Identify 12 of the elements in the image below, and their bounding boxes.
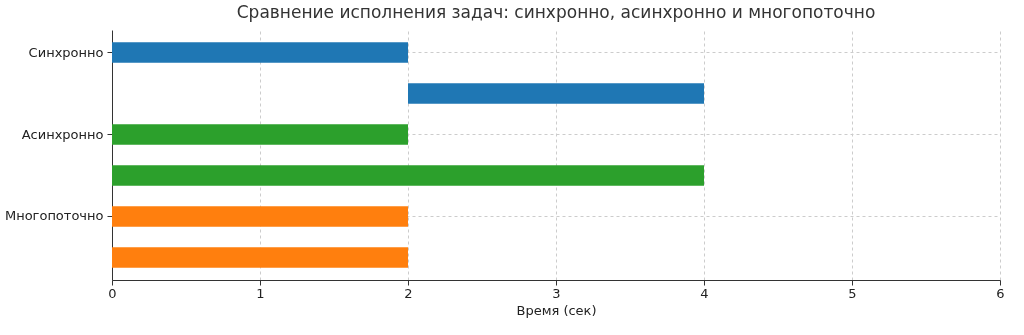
x-tick-label: 1 [256, 285, 265, 301]
x-tick-label: 2 [404, 285, 413, 301]
x-tick-label: 0 [108, 285, 117, 301]
x-tick-label: 3 [552, 285, 561, 301]
x-tick-label: 5 [848, 285, 857, 301]
y-tick-label: Синхронно [28, 44, 104, 60]
y-tick-label: Многопоточно [4, 208, 104, 224]
x-tick-label: 4 [700, 285, 709, 301]
x-tick-label: 6 [996, 285, 1005, 301]
chart-title: Сравнение исполнения задач: синхронно, асинхронно и многопоточно [236, 2, 876, 22]
y-tick-label: Асинхронно [21, 126, 104, 142]
x-axis-title: Время (сек) [516, 302, 597, 318]
